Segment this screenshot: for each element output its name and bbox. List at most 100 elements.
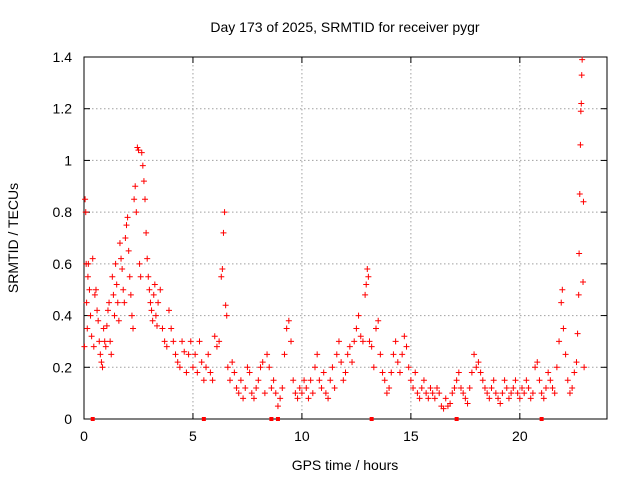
data-point bbox=[203, 364, 210, 371]
data-point bbox=[355, 312, 362, 319]
data-point bbox=[268, 384, 275, 391]
data-point bbox=[359, 338, 366, 345]
data-point bbox=[138, 149, 145, 156]
data-point bbox=[510, 384, 517, 391]
axis-ticks: 0 0.2 0.4 0.6 0.8 1 1.2 1.4 0 5 10 15 20 bbox=[53, 49, 607, 444]
data-point bbox=[227, 377, 234, 384]
data-point bbox=[205, 351, 212, 358]
data-point bbox=[288, 338, 295, 345]
data-point bbox=[84, 273, 91, 280]
data-point bbox=[457, 384, 464, 391]
data-point bbox=[505, 395, 512, 402]
data-point bbox=[566, 390, 573, 397]
data-point bbox=[514, 390, 521, 397]
data-point bbox=[311, 364, 318, 371]
data-point bbox=[266, 364, 273, 371]
data-point bbox=[516, 395, 523, 402]
data-point bbox=[388, 369, 395, 376]
data-point bbox=[216, 338, 223, 345]
data-point bbox=[329, 364, 336, 371]
data-point bbox=[209, 377, 216, 384]
data-point bbox=[512, 377, 519, 384]
data-point bbox=[189, 364, 196, 371]
data-point bbox=[86, 286, 93, 293]
data-point bbox=[403, 343, 410, 350]
data-point bbox=[314, 351, 321, 358]
data-point bbox=[283, 325, 290, 332]
data-point bbox=[124, 214, 131, 221]
data-point bbox=[449, 390, 456, 397]
y-tick-label: 0.6 bbox=[53, 256, 73, 272]
data-point bbox=[106, 299, 113, 306]
data-point bbox=[473, 364, 480, 371]
data-point bbox=[377, 351, 384, 358]
data-point bbox=[573, 359, 580, 366]
data-point bbox=[207, 369, 214, 376]
data-point bbox=[305, 395, 312, 402]
data-point bbox=[484, 390, 491, 397]
data-point bbox=[331, 384, 338, 391]
data-point bbox=[88, 333, 95, 340]
data-point bbox=[390, 351, 397, 358]
data-point bbox=[213, 343, 220, 350]
data-point bbox=[155, 299, 162, 306]
data-point bbox=[128, 312, 135, 319]
data-point bbox=[82, 196, 89, 203]
data-point bbox=[547, 377, 554, 384]
data-point bbox=[532, 364, 539, 371]
data-point bbox=[340, 377, 347, 384]
data-point bbox=[447, 400, 454, 407]
chart-title: Day 173 of 2025, SRMTID for receiver pyg… bbox=[210, 19, 480, 35]
data-point bbox=[407, 377, 414, 384]
data-point bbox=[560, 325, 567, 332]
data-point bbox=[257, 364, 264, 371]
data-point bbox=[94, 307, 101, 314]
data-point bbox=[198, 359, 205, 366]
data-point bbox=[418, 384, 425, 391]
data-point bbox=[109, 273, 116, 280]
data-point bbox=[200, 377, 207, 384]
x-tick-label: 10 bbox=[294, 428, 310, 444]
data-point bbox=[401, 333, 408, 340]
data-point bbox=[431, 395, 438, 402]
data-point bbox=[157, 286, 164, 293]
data-point bbox=[114, 299, 121, 306]
data-point bbox=[307, 377, 314, 384]
data-point bbox=[131, 196, 138, 203]
data-point bbox=[100, 325, 107, 332]
data-point bbox=[84, 325, 91, 332]
data-point bbox=[290, 377, 297, 384]
data-points bbox=[81, 56, 588, 412]
y-tick-label: 0.2 bbox=[53, 359, 73, 375]
data-point bbox=[242, 384, 249, 391]
data-point bbox=[135, 147, 142, 154]
data-point bbox=[523, 377, 530, 384]
data-point bbox=[99, 364, 106, 371]
data-point bbox=[569, 384, 576, 391]
gap-marker bbox=[90, 417, 95, 421]
data-point bbox=[118, 255, 125, 262]
data-point bbox=[279, 384, 286, 391]
data-point bbox=[368, 343, 375, 350]
data-point bbox=[244, 364, 251, 371]
data-point bbox=[298, 390, 305, 397]
data-point bbox=[159, 325, 166, 332]
data-point bbox=[147, 299, 154, 306]
data-point bbox=[90, 343, 97, 350]
data-point bbox=[521, 390, 528, 397]
data-point bbox=[274, 403, 281, 410]
data-point bbox=[142, 196, 149, 203]
data-point bbox=[152, 312, 159, 319]
data-point bbox=[464, 400, 471, 407]
data-point bbox=[574, 330, 581, 337]
data-point bbox=[562, 351, 569, 358]
data-point bbox=[320, 369, 327, 376]
data-point bbox=[211, 333, 218, 340]
data-point bbox=[351, 338, 358, 345]
data-point bbox=[183, 369, 190, 376]
data-point bbox=[112, 260, 119, 267]
data-point bbox=[559, 286, 566, 293]
data-point bbox=[113, 281, 120, 288]
data-point bbox=[119, 266, 126, 273]
data-point bbox=[137, 273, 144, 280]
